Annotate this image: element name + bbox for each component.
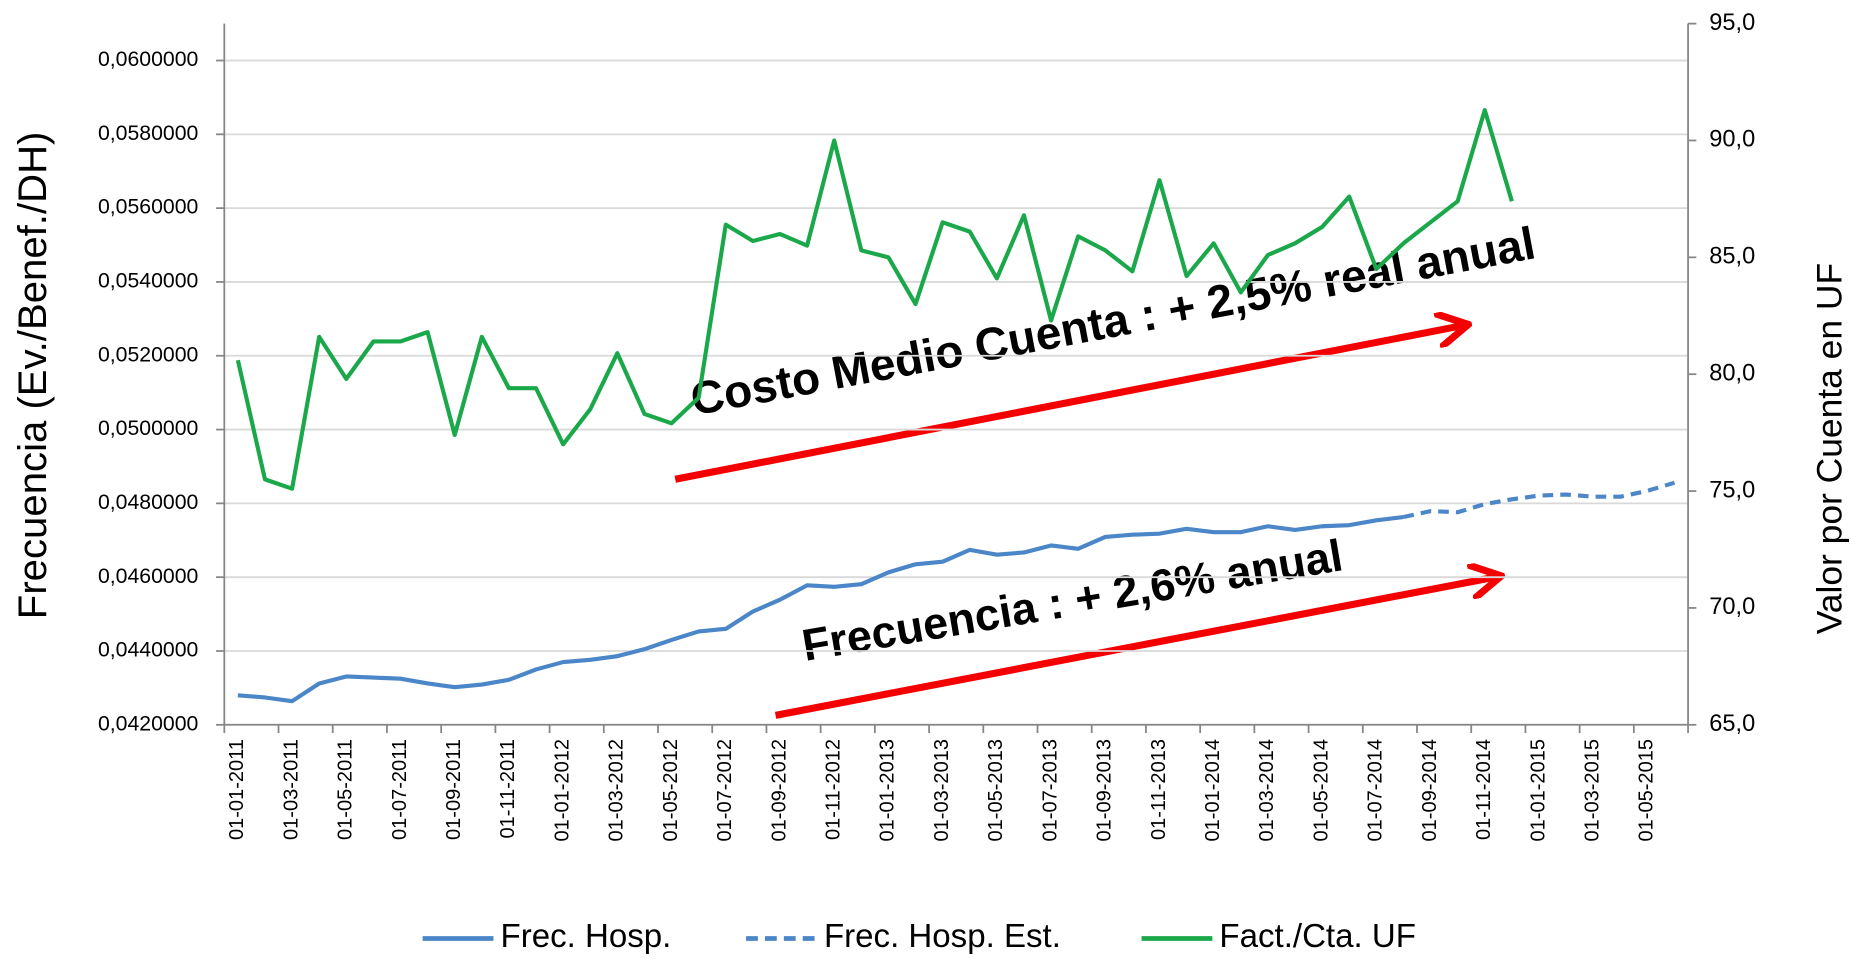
x-tick-label: 01-11-2014 (1473, 739, 1495, 840)
y2-axis-title: Valor por Cuenta en UF (1809, 263, 1849, 634)
legend-label: Fact./Cta. UF (1219, 918, 1415, 955)
y2-tick-label: 95,0 (1709, 10, 1755, 36)
x-tick-label: 01-01-2015 (1527, 739, 1549, 842)
y-tick-label: 0,0500000 (98, 416, 198, 440)
x-tick-label: 01-09-2011 (443, 739, 465, 840)
x-tick-label: 01-07-2012 (714, 739, 736, 842)
y-tick-label: 0,0520000 (98, 342, 198, 366)
x-tick-label: 01-01-2014 (1202, 739, 1224, 842)
x-tick-label: 01-09-2013 (1094, 739, 1116, 842)
legend-label: Frec. Hosp. Est. (824, 918, 1061, 955)
legend-label: Frec. Hosp. (501, 918, 672, 955)
trend-arrow (674, 326, 1461, 483)
x-tick-label: 01-03-2015 (1581, 739, 1603, 842)
x-tick-label: 01-05-2011 (335, 739, 357, 840)
x-tick-label: 01-07-2011 (389, 739, 411, 840)
x-tick-label: 01-03-2013 (931, 739, 953, 842)
annotation: Frecuencia : + 2,6% anual (798, 529, 1346, 671)
y-tick-label: 0,0420000 (98, 711, 198, 735)
series-line (1403, 480, 1676, 520)
y2-tick-label: 85,0 (1709, 244, 1755, 270)
y2-tick-label: 70,0 (1709, 594, 1755, 620)
trend-arrow (774, 577, 1495, 719)
x-tick-label: 01-05-2015 (1636, 739, 1658, 842)
x-tick-label: 01-01-2013 (877, 739, 899, 842)
series-line (237, 514, 1404, 704)
x-tick-label: 01-11-2012 (823, 739, 845, 840)
x-tick-label: 01-07-2014 (1365, 739, 1387, 842)
x-tick-label: 01-03-2014 (1256, 739, 1278, 842)
x-tick-label: 01-01-2012 (551, 739, 573, 842)
x-tick-label: 01-05-2013 (985, 739, 1007, 842)
x-tick-label: 01-03-2012 (606, 739, 628, 842)
y-axis-title: Frecuencia (Ev./Benef./DH) (10, 132, 55, 620)
y-tick-label: 0,0600000 (98, 47, 198, 71)
series-line (235, 108, 1514, 491)
x-tick-label: 01-05-2014 (1310, 739, 1332, 842)
x-tick-label: 01-05-2012 (660, 739, 682, 842)
y2-tick-label: 80,0 (1709, 360, 1755, 386)
x-tick-label: 01-11-2013 (1148, 739, 1170, 840)
y-tick-label: 0,0480000 (98, 490, 198, 514)
x-tick-label: 01-09-2012 (768, 739, 790, 842)
y-tick-label: 0,0460000 (98, 564, 198, 588)
y2-tick-label: 65,0 (1709, 711, 1755, 737)
y-tick-label: 0,0560000 (98, 195, 198, 219)
x-tick-label: 01-07-2013 (1039, 739, 1061, 842)
x-tick-label: 01-03-2011 (280, 739, 302, 840)
y-tick-label: 0,0440000 (98, 638, 198, 662)
x-tick-label: 01-11-2011 (497, 739, 519, 839)
y-tick-label: 0,0580000 (98, 121, 198, 145)
y2-tick-label: 90,0 (1709, 127, 1755, 153)
x-tick-label: 01-01-2011 (226, 739, 248, 840)
y-tick-label: 0,0540000 (98, 269, 198, 293)
x-tick-label: 01-09-2014 (1419, 739, 1441, 842)
y2-tick-label: 75,0 (1709, 477, 1755, 503)
